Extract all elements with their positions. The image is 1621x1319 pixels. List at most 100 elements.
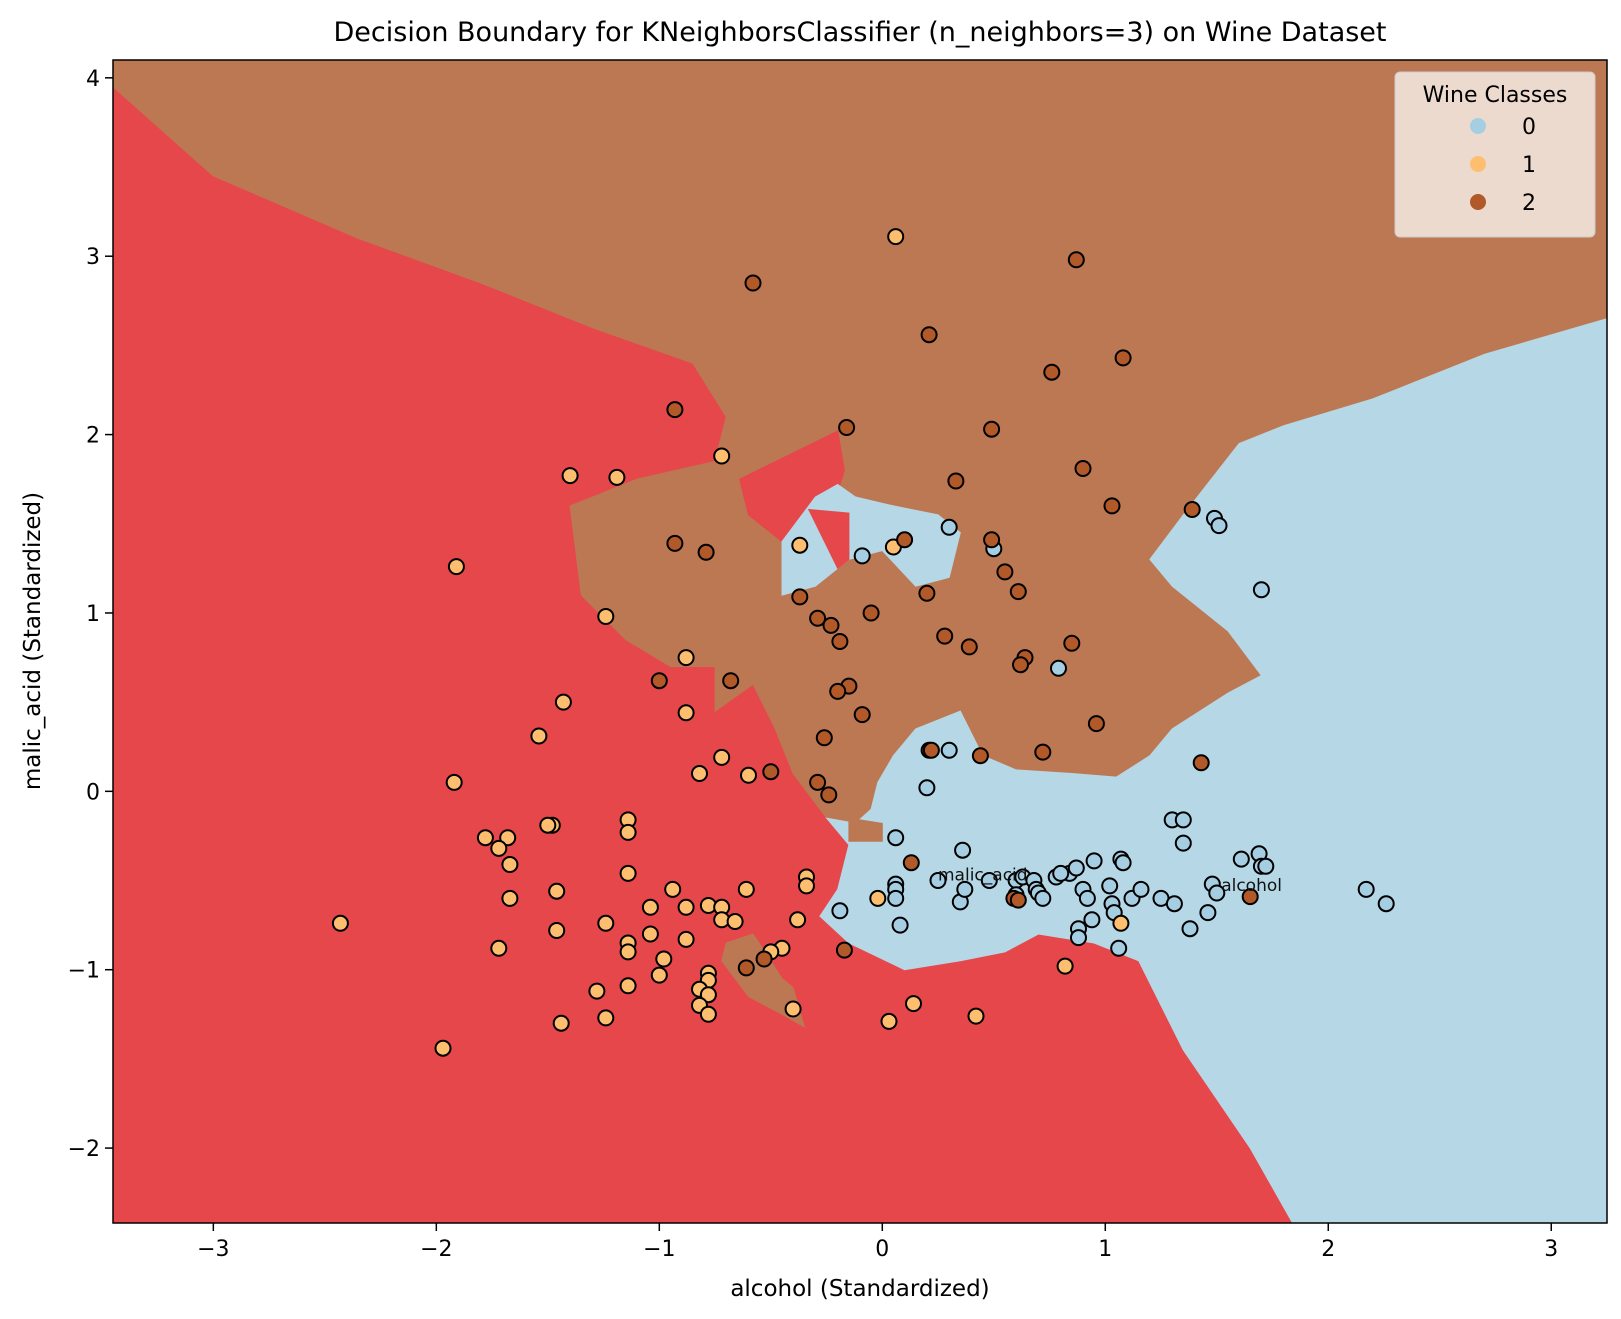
decision-region-class-1 <box>1131 1022 1196 1123</box>
point-class-2 <box>853 706 871 724</box>
point-class-2 <box>822 616 840 634</box>
point-class-2 <box>960 638 978 656</box>
point-class-2 <box>1012 656 1029 674</box>
decision-regions <box>113 60 1607 1223</box>
x-tick-label: 0 <box>875 1237 889 1262</box>
point-class-2 <box>815 729 833 747</box>
point-class-0 <box>929 872 947 889</box>
point-class-1 <box>677 649 695 667</box>
point-class-0 <box>1357 880 1375 898</box>
x-tick-label: −2 <box>420 1237 452 1262</box>
point-class-2 <box>666 534 684 552</box>
point-class-0 <box>853 547 871 565</box>
point-class-2 <box>722 672 740 690</box>
point-class-2 <box>947 472 965 490</box>
point-class-2 <box>1103 497 1121 515</box>
point-class-1 <box>476 829 494 847</box>
point-class-2 <box>809 773 827 791</box>
point-class-1 <box>552 1014 570 1032</box>
point-class-2 <box>983 420 1001 438</box>
point-class-1 <box>1112 914 1130 932</box>
point-class-1 <box>619 977 637 995</box>
point-class-1 <box>501 856 519 873</box>
point-class-0 <box>1078 889 1096 907</box>
point-class-2 <box>809 609 827 627</box>
x-axis: −3 −2 −1 0 1 2 3 <box>197 1223 1558 1262</box>
plot-frame <box>112 59 1608 1224</box>
point-class-2 <box>922 741 940 759</box>
point-class-1 <box>791 536 809 554</box>
y-axis: −2 −1 0 1 2 3 4 <box>68 67 113 1162</box>
point-class-2 <box>831 633 849 650</box>
point-class-1 <box>905 995 922 1013</box>
point-class-2 <box>971 747 989 765</box>
point-class-2 <box>896 531 914 549</box>
point-class-1 <box>1056 957 1074 975</box>
point-class-2 <box>996 563 1014 581</box>
point-class-2 <box>1074 460 1092 477</box>
point-class-1 <box>530 727 548 745</box>
point-class-1 <box>713 447 731 465</box>
x-tick-label: 2 <box>1321 1237 1335 1262</box>
point-class-0 <box>1181 920 1199 938</box>
point-class-1 <box>608 468 626 486</box>
point-class-0 <box>831 902 849 920</box>
point-class-0 <box>887 829 905 847</box>
point-class-1 <box>548 882 566 900</box>
point-class-1 <box>641 925 659 943</box>
point-class-1 <box>691 765 708 782</box>
point-class-2 <box>762 763 780 781</box>
point-class-2 <box>666 401 684 419</box>
legend-box <box>1394 71 1596 238</box>
point-class-2 <box>1114 349 1132 367</box>
point-class-0 <box>1083 911 1101 929</box>
y-tick-label: 3 <box>86 245 100 270</box>
point-class-0 <box>1070 929 1087 947</box>
point-class-2 <box>983 531 1001 549</box>
point-class-2 <box>737 959 755 977</box>
point-class-1 <box>650 966 668 984</box>
x-tick-label: 3 <box>1544 1237 1558 1262</box>
point-class-2 <box>820 786 838 804</box>
point-class-1 <box>588 982 606 1000</box>
decision-region-class-1 <box>807 508 850 570</box>
point-class-1 <box>619 943 637 961</box>
point-class-0 <box>956 880 974 898</box>
point-class-1 <box>597 914 615 932</box>
point-class-2 <box>650 672 668 690</box>
point-class-2 <box>755 950 773 968</box>
point-class-2 <box>1009 891 1027 909</box>
point-class-0 <box>1052 864 1070 882</box>
point-class-0 <box>1252 581 1270 599</box>
point-class-0 <box>1199 904 1217 922</box>
legend-label-class-0: 0 <box>1522 115 1536 140</box>
point-class-1 <box>434 1039 452 1057</box>
point-class-2 <box>1241 888 1259 906</box>
point-class-2 <box>862 604 880 622</box>
point-class-2 <box>1034 743 1052 761</box>
y-tick-label: 4 <box>86 67 100 92</box>
point-class-0 <box>940 741 958 759</box>
point-class-1 <box>490 839 508 857</box>
point-class-0 <box>1210 517 1228 535</box>
x-tick-label: −3 <box>197 1237 229 1262</box>
point-class-1 <box>713 748 731 766</box>
point-class-1 <box>641 898 659 916</box>
point-class-1 <box>490 939 508 957</box>
point-class-1 <box>554 693 572 711</box>
point-class-0 <box>1034 889 1052 907</box>
point-class-0 <box>1067 859 1085 877</box>
point-class-2 <box>744 274 762 292</box>
legend-label-class-2: 2 <box>1522 191 1536 216</box>
point-class-2 <box>918 584 936 602</box>
point-class-0 <box>1085 852 1103 870</box>
point-class-1 <box>677 898 695 916</box>
annotation-label: malic_acid <box>938 866 1028 886</box>
y-tick-label: 2 <box>86 424 100 449</box>
point-class-2 <box>1183 501 1201 518</box>
point-class-0 <box>1377 895 1395 913</box>
point-class-2 <box>697 543 715 561</box>
point-class-0 <box>1050 659 1067 677</box>
point-class-1 <box>664 880 682 898</box>
point-class-2 <box>1043 363 1061 381</box>
